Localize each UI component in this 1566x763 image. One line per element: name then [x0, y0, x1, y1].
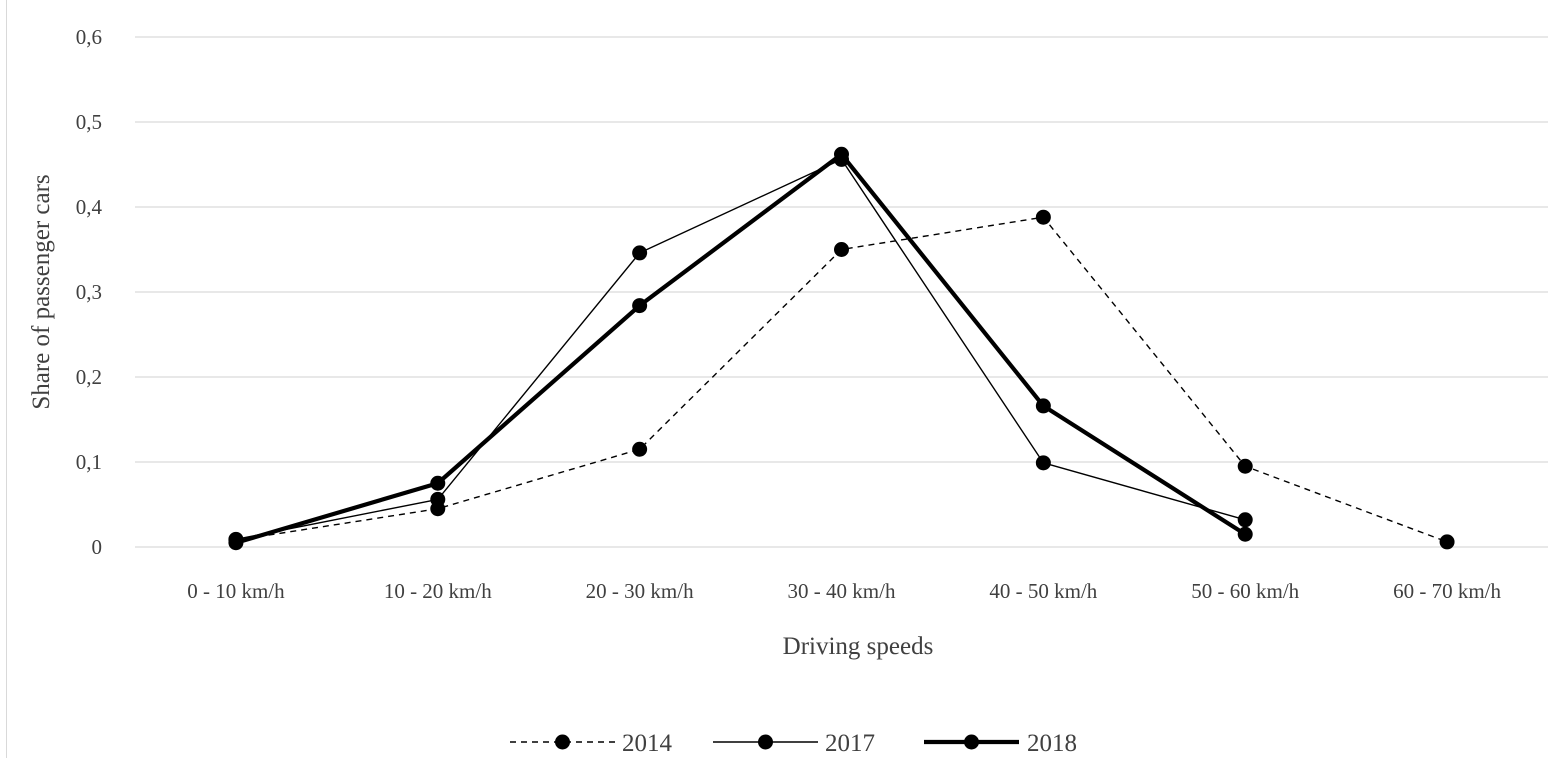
legend-item: 2017 [713, 730, 875, 757]
legend-marker [758, 734, 773, 750]
y-tick-label: 0 [92, 535, 103, 559]
legend-label: 2018 [1027, 730, 1077, 757]
x-tick-label: 50 - 60 km/h [1191, 579, 1299, 603]
x-axis-title: Driving speeds [783, 633, 934, 660]
data-point [1439, 534, 1455, 550]
left-border [6, 0, 7, 758]
data-point [632, 298, 648, 314]
series-2014 [228, 209, 1455, 550]
data-point [1237, 512, 1253, 528]
y-tick-label: 0,3 [76, 280, 102, 304]
data-point [430, 491, 446, 507]
series-lines [228, 146, 1455, 551]
data-point [1237, 458, 1253, 474]
x-tick-label: 0 - 10 km/h [187, 579, 285, 603]
data-point [834, 242, 849, 257]
y-tick-label: 0,6 [76, 25, 102, 49]
y-axis-title: Share of passenger cars [28, 174, 55, 409]
x-tick-label: 40 - 50 km/h [989, 579, 1097, 603]
legend-marker [964, 734, 979, 750]
legend-label: 2017 [825, 730, 875, 757]
legend-label: 2014 [622, 730, 673, 757]
gridlines [135, 36, 1548, 548]
series-line [235, 152, 1247, 545]
x-tick-label: 60 - 70 km/h [1393, 579, 1501, 603]
data-point [1035, 398, 1051, 414]
series-line [235, 216, 1448, 543]
data-point [1237, 526, 1253, 542]
data-point [1035, 209, 1051, 225]
y-tick-label: 0,4 [76, 195, 103, 219]
series-line [235, 158, 1246, 541]
x-axis-ticks: 0 - 10 km/h 10 - 20 km/h 20 - 30 km/h 30 - … [187, 579, 1501, 603]
data-point [430, 475, 446, 491]
series-2018 [228, 146, 1253, 551]
data-point [632, 245, 648, 261]
y-tick-label: 0,1 [76, 450, 102, 474]
legend: 2014 2017 2018 [510, 730, 1077, 757]
data-point [632, 441, 648, 457]
data-point [1035, 455, 1051, 471]
x-tick-label: 10 - 20 km/h [384, 579, 492, 603]
data-point [834, 146, 849, 162]
legend-marker [555, 734, 570, 750]
legend-item: 2014 [510, 730, 673, 757]
series-2017 [228, 151, 1253, 547]
data-point [228, 535, 244, 551]
legend-item: 2018 [924, 730, 1077, 757]
y-tick-label: 0,5 [76, 110, 102, 134]
x-tick-label: 30 - 40 km/h [788, 579, 896, 603]
y-tick-label: 0,2 [76, 365, 102, 389]
y-axis-ticks: 0 0,1 0,2 0,3 0,4 0,5 0,6 [76, 25, 103, 559]
x-tick-label: 20 - 30 km/h [586, 579, 694, 603]
